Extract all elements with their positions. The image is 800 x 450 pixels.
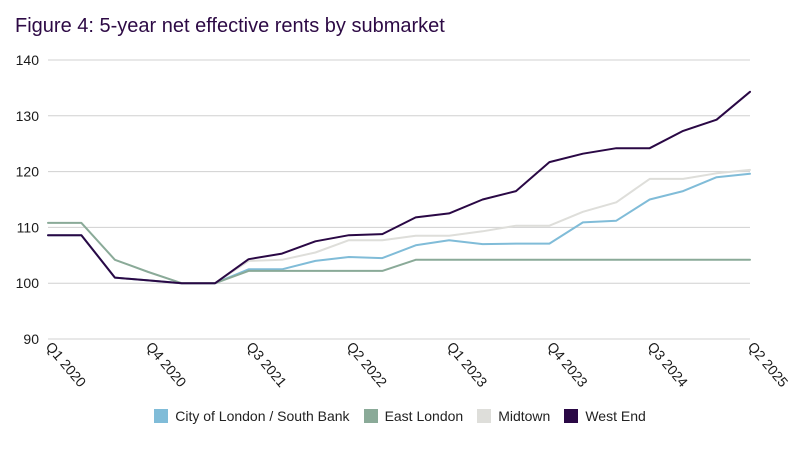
x-tick-label: Q2 2025 — [745, 339, 792, 391]
series-line-east-london — [47, 221, 751, 285]
x-tick-label: Q4 2020 — [143, 339, 190, 391]
x-tick-label: Q3 2021 — [243, 339, 290, 391]
x-tick-label: Q4 2023 — [544, 339, 591, 391]
y-tick-label: 90 — [23, 331, 39, 347]
y-tick-label: 110 — [17, 219, 40, 235]
legend-item: Midtown — [477, 408, 550, 424]
chart-title: Figure 4: 5-year net effective rents by … — [15, 15, 445, 37]
x-tick-label: Q2 2022 — [344, 339, 391, 391]
y-tick-label: 120 — [16, 164, 40, 180]
x-tick-label: Q1 2023 — [444, 339, 491, 391]
legend-label: West End — [585, 408, 646, 424]
legend-item: City of London / South Bank — [154, 408, 350, 424]
y-axis-ticks: 90 100 110 120 130 140 — [16, 52, 40, 347]
legend-swatch — [564, 409, 579, 423]
series-line-west-end — [47, 90, 751, 285]
legend-label: Midtown — [498, 408, 551, 424]
series-line-city-of-london-south-bank — [47, 172, 751, 285]
gridlines — [48, 59, 750, 340]
y-tick-label: 130 — [16, 108, 40, 124]
legend-swatch — [154, 409, 169, 423]
x-tick-label: Q1 2020 — [43, 339, 90, 391]
legend: City of London / South Bank East London Mi… — [0, 408, 800, 424]
legend-label: City of London / South Bank — [175, 408, 350, 424]
x-axis-ticks: Q1 2020 Q4 2020 Q3 2021 Q2 2022 Q1 2023 Q4 20… — [43, 339, 792, 391]
x-tick-label: Q3 2024 — [644, 339, 691, 391]
y-tick-label: 140 — [16, 52, 40, 68]
legend-swatch — [363, 409, 378, 423]
legend-item: West End — [564, 408, 646, 424]
legend-swatch — [477, 409, 492, 423]
legend-label: East London — [384, 408, 464, 424]
legend-item: East London — [363, 408, 464, 424]
y-tick-label: 100 — [16, 275, 40, 291]
series-lines — [47, 90, 751, 285]
